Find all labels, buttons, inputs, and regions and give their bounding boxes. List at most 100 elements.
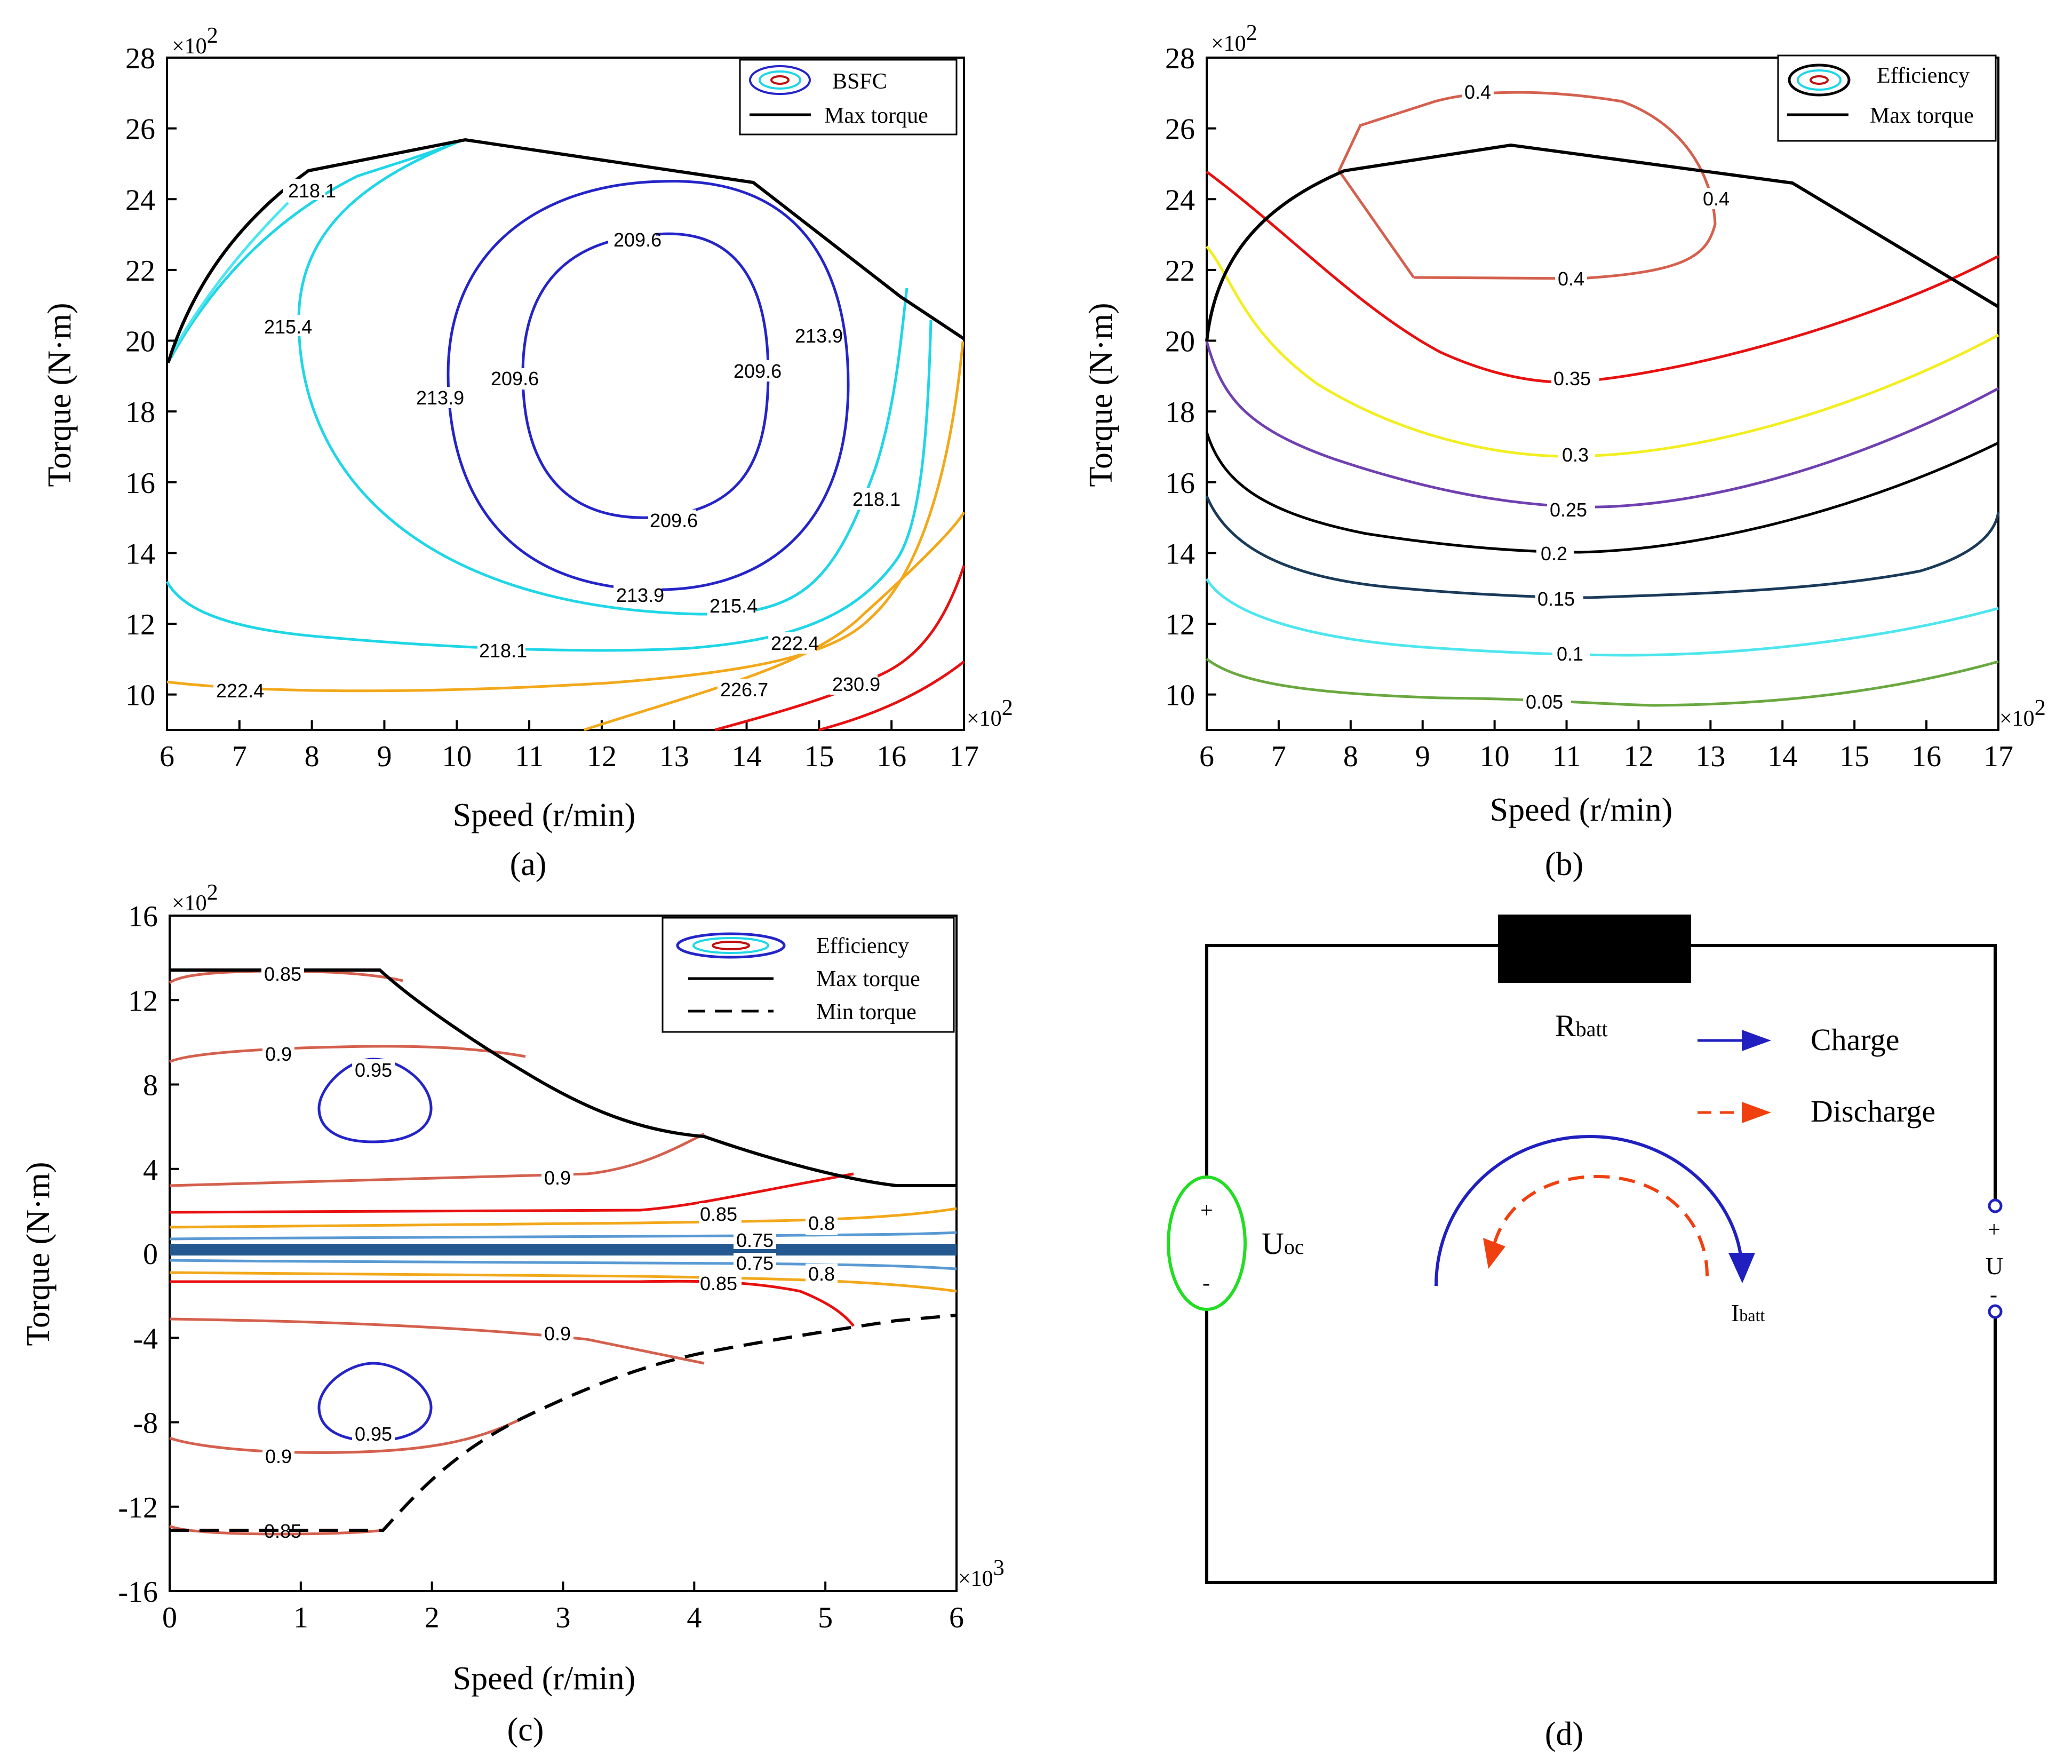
x-tick-label: 17	[1983, 740, 2013, 773]
x-tick-label: 15	[1839, 740, 1869, 773]
charge-legend-label: Charge	[1811, 1022, 1899, 1057]
contour-label: 0.4	[1558, 268, 1584, 290]
legend-dashed-label: Min torque	[816, 1000, 917, 1024]
contour-label: 0.9	[544, 1167, 571, 1189]
panel-c-max-torque-line	[170, 968, 957, 1187]
y-tick-label: 0	[143, 1238, 158, 1271]
panel-a-plot-frame	[166, 57, 965, 731]
contour-label: 0.35	[1553, 368, 1591, 390]
discharge-legend-label: Discharge	[1811, 1094, 1935, 1129]
panel-b-legend: Efficiency Max torque	[1777, 54, 1997, 142]
panel-a-legend: BSFC Max torque	[739, 59, 958, 136]
y-axis-label: Torque (N·m)	[20, 1162, 57, 1346]
x-tick-label: 13	[1695, 740, 1725, 773]
contour-222-4	[166, 341, 965, 693]
x-tick-label: 4	[687, 1601, 702, 1634]
contour-0-3	[1206, 245, 1999, 458]
contour-0-85-bottom	[169, 1524, 384, 1536]
legend-contour-label: Efficiency	[816, 934, 909, 958]
contour-label: 0.85	[700, 1203, 737, 1225]
panel-a-y-ticks: 10 12 14 16 18 20 22 24 26 28	[125, 42, 177, 712]
y-tick-label: 28	[125, 42, 155, 75]
contour-label: 215.4	[710, 595, 758, 617]
y-axis-label: Torque (N·m)	[1083, 303, 1119, 487]
y-tick-label: 14	[1165, 537, 1195, 570]
y-tick-label: 16	[1165, 467, 1195, 500]
resistor-label: Rbatt	[1555, 1008, 1608, 1043]
x-tick-label: 10	[442, 740, 472, 773]
contour-label: 218.1	[479, 640, 527, 662]
contour-0-8-neg	[169, 1271, 957, 1293]
x-tick-label: 16	[876, 740, 906, 773]
y-tick-label: 22	[125, 255, 155, 288]
x-tick-label: 5	[818, 1601, 833, 1634]
discharge-current-arrow	[1492, 1174, 1709, 1277]
panel-b: 6 7 8 9 10 11 12 13 14 15 16 17 10 12 14 16 18 20 22 24 26 2…	[1083, 21, 2046, 883]
panel-c-y-ticks: 16 12 8 4 0 -4 -8 -12 -16	[118, 900, 179, 1609]
x-axis-label: Speed (r/min)	[453, 797, 636, 833]
legend-contour-label: BSFC	[832, 69, 887, 94]
y-tick-label: 12	[125, 608, 155, 641]
y-tick-label: 20	[125, 325, 155, 359]
panel-d: Rbatt + - Uoc + U - Ibatt Charge Dischar…	[1167, 915, 2003, 1752]
panel-c-contour-labels: 0.85 0.9 0.95 0.9 0.85 0.8 0.75 0.75 0.8…	[261, 963, 838, 1542]
contour-label: 0.3	[1562, 444, 1589, 466]
panel-a-contour-labels: 218.1 215.4 209.6 209.6 209.6 209.6 213.…	[213, 179, 900, 702]
panel-b-contours	[1205, 91, 2000, 707]
x-tick-label: 11	[1552, 740, 1581, 773]
contour-label: 0.9	[265, 1445, 292, 1467]
contour-0-85-pos	[169, 1172, 854, 1214]
contour-0-2	[1205, 432, 1999, 554]
y-tick-label: 18	[125, 396, 155, 429]
discharge-legend-arrow	[1742, 1102, 1771, 1123]
contour-label: 209.6	[613, 229, 662, 251]
contour-0-25	[1205, 341, 1999, 508]
charge-legend-arrow	[1742, 1030, 1771, 1051]
contour-label: 0.75	[736, 1229, 774, 1251]
y-tick-label: 22	[1165, 255, 1195, 288]
terminal-negative	[1988, 1304, 2003, 1319]
x-tick-label: 3	[556, 1601, 571, 1634]
contour-label: 213.9	[416, 387, 464, 409]
y-tick-label: 12	[128, 984, 158, 1018]
x-tick-label: 6	[160, 740, 174, 773]
contour-label: 0.8	[808, 1263, 835, 1285]
contour-label: 0.85	[264, 1520, 301, 1542]
x-tick-label: 6	[949, 1601, 964, 1634]
panel-label: (c)	[507, 1712, 544, 1748]
panel-c-contours	[169, 970, 957, 1536]
resistor	[1498, 915, 1691, 983]
x-tick-label: 8	[1343, 740, 1358, 773]
x-tick-label: 13	[659, 740, 689, 773]
contour-0-15	[1205, 496, 2000, 599]
contour-label: 0.85	[700, 1273, 737, 1294]
panel-label: (a)	[510, 846, 547, 883]
x-tick-label: 8	[305, 740, 320, 773]
y-tick-label: 24	[1165, 184, 1195, 217]
contour-label: 0.9	[265, 1043, 292, 1065]
contour-230-9-a	[714, 565, 966, 732]
contour-0-95-top	[317, 1058, 433, 1143]
discharge-arrow-head	[1483, 1238, 1505, 1269]
x-tick-label: 10	[1480, 740, 1510, 773]
contour-label: 209.6	[734, 360, 782, 382]
y-tick-label: 8	[143, 1069, 158, 1102]
contour-0-05	[1206, 658, 1999, 707]
x-tick-label: 9	[377, 740, 392, 773]
y-tick-label: 10	[1165, 679, 1195, 712]
contour-230-9-b	[818, 661, 965, 732]
contour-label: 213.9	[616, 584, 664, 606]
contour-label: 0.75	[736, 1252, 774, 1274]
x-axis-label: Speed (r/min)	[453, 1660, 636, 1697]
contour-0-9-neg	[169, 1317, 705, 1365]
panel-b-contour-labels: 0.4 0.4 0.4 0.35 0.3 0.25 0.2 0.15 0.1 0…	[1462, 81, 1734, 713]
voltage-source	[1167, 1175, 1247, 1311]
contour-label: 0.8	[808, 1212, 835, 1234]
legend-line-label: Max torque	[816, 967, 920, 991]
x-tick-label: 17	[949, 740, 979, 773]
contour-label: 0.15	[1537, 588, 1575, 610]
charge-current-arrow	[1435, 1134, 1743, 1286]
contour-226-7	[584, 511, 966, 732]
panel-a-x-ticks: 6 7 8 9 10 11 12 13 14 15 16 17	[160, 720, 979, 773]
